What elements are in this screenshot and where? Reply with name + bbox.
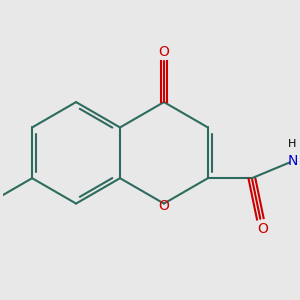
Text: O: O: [158, 45, 169, 59]
Text: N: N: [287, 154, 298, 168]
Text: H: H: [288, 139, 297, 149]
Text: O: O: [258, 222, 268, 236]
Text: O: O: [158, 199, 169, 213]
